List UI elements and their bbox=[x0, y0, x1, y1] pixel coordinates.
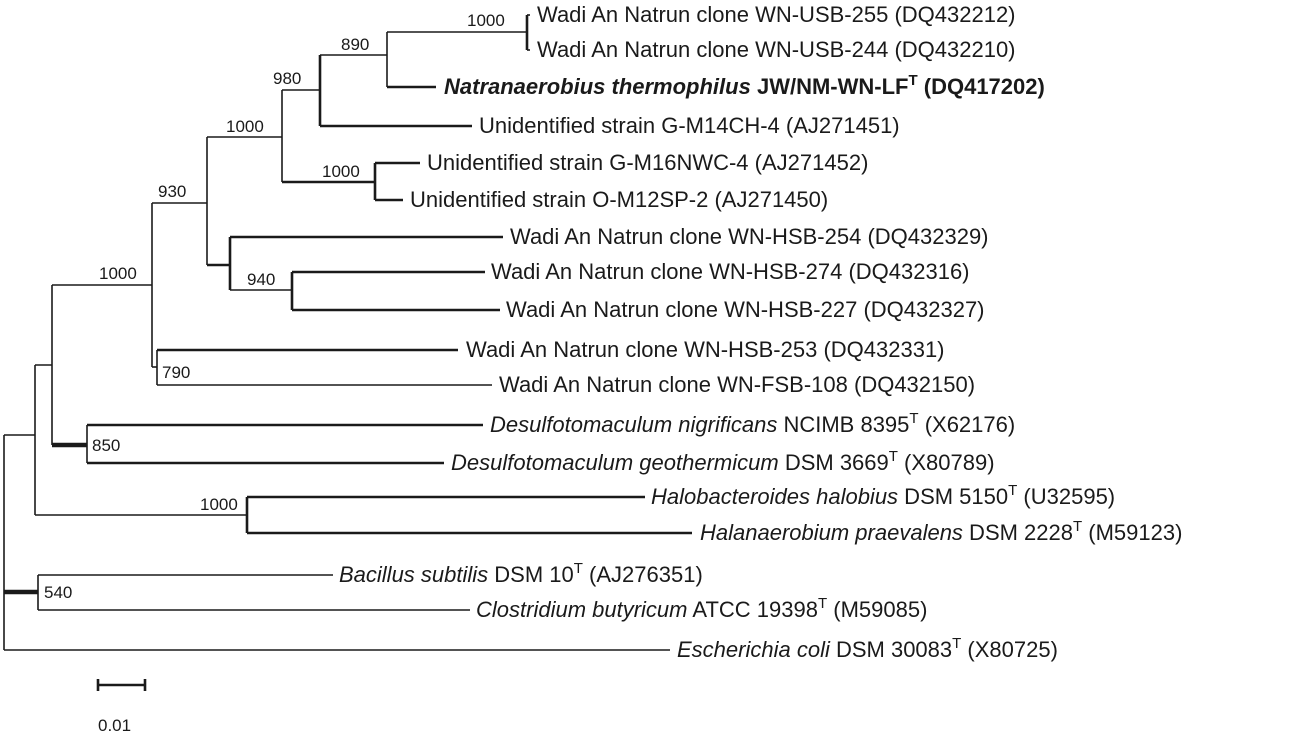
taxon-strain: DSM 2228 bbox=[963, 520, 1073, 545]
type-strain-mark: T bbox=[1008, 482, 1017, 499]
scale-bar: 0.01 bbox=[96, 679, 147, 735]
bootstrap-value: 540 bbox=[44, 583, 72, 602]
taxon-species-name: Halobacteroides halobius bbox=[651, 484, 898, 509]
taxon-label-natranaerobius: Natranaerobius thermophilus JW/NM-WN-LFT… bbox=[444, 72, 1045, 99]
taxon-label-wn-fsb-108: Wadi An Natrun clone WN-FSB-108 (DQ43215… bbox=[499, 372, 975, 397]
bootstrap-value: 850 bbox=[92, 436, 120, 455]
taxon-strain: ATCC 19398 bbox=[688, 597, 818, 622]
type-strain-mark: T bbox=[952, 635, 961, 652]
taxon-accession: (AJ271451) bbox=[780, 113, 900, 138]
taxon-label-wn-hsb-253: Wadi An Natrun clone WN-HSB-253 (DQ43233… bbox=[466, 337, 945, 362]
taxon-species-name: Desulfotomaculum geothermicum bbox=[451, 450, 779, 475]
taxon-label-desulfo-nigrificans: Desulfotomaculum nigrificans NCIMB 8395T… bbox=[490, 410, 1015, 437]
tree-branches bbox=[3, 14, 692, 651]
bootstrap-value: 930 bbox=[158, 182, 186, 201]
taxon-strain: DSM 10 bbox=[488, 562, 574, 587]
taxon-label-wn-usb-255: Wadi An Natrun clone WN-USB-255 (DQ43221… bbox=[537, 2, 1016, 27]
taxon-accession: (DQ432327) bbox=[857, 297, 984, 322]
taxon-accession: (U32595) bbox=[1017, 484, 1115, 509]
taxon-strain: DSM 5150 bbox=[898, 484, 1008, 509]
taxon-accession: (AJ271452) bbox=[749, 150, 869, 175]
taxon-accession: (X80789) bbox=[898, 450, 995, 475]
taxon-strain: Wadi An Natrun clone WN-USB-244 bbox=[537, 37, 888, 62]
taxon-accession: (DQ432210) bbox=[888, 37, 1015, 62]
taxon-label-g-m16nwc-4: Unidentified strain G-M16NWC-4 (AJ271452… bbox=[427, 150, 868, 175]
taxon-label-bacillus: Bacillus subtilis DSM 10T (AJ276351) bbox=[339, 560, 703, 587]
taxon-species-name: Halanaerobium praevalens bbox=[700, 520, 963, 545]
taxon-accession: (DQ432316) bbox=[842, 259, 969, 284]
taxon-accession: (M59123) bbox=[1082, 520, 1182, 545]
taxon-label-o-m12sp-2: Unidentified strain O-M12SP-2 (AJ271450) bbox=[410, 187, 828, 212]
taxon-strain: Wadi An Natrun clone WN-HSB-227 bbox=[506, 297, 857, 322]
taxon-strain: Wadi An Natrun clone WN-FSB-108 bbox=[499, 372, 848, 397]
taxon-strain: DSM 3669 bbox=[779, 450, 889, 475]
taxon-label-halobacteroides: Halobacteroides halobius DSM 5150T (U325… bbox=[651, 482, 1115, 509]
taxon-accession: (X62176) bbox=[919, 412, 1016, 437]
taxon-label-g-m14ch-4: Unidentified strain G-M14CH-4 (AJ271451) bbox=[479, 113, 900, 138]
taxon-species-name: Bacillus subtilis bbox=[339, 562, 488, 587]
taxon-strain: Unidentified strain G-M14CH-4 bbox=[479, 113, 780, 138]
taxon-strain: NCIMB 8395 bbox=[777, 412, 909, 437]
taxon-label-wn-hsb-274: Wadi An Natrun clone WN-HSB-274 (DQ43231… bbox=[491, 259, 970, 284]
bootstrap-value: 790 bbox=[162, 363, 190, 382]
bootstrap-value: 890 bbox=[341, 35, 369, 54]
taxon-species-name: Escherichia coli bbox=[677, 637, 831, 662]
taxon-strain: DSM 30083 bbox=[830, 637, 952, 662]
taxon-label-wn-usb-244: Wadi An Natrun clone WN-USB-244 (DQ43221… bbox=[537, 37, 1016, 62]
taxon-accession: (AJ271450) bbox=[708, 187, 828, 212]
type-strain-mark: T bbox=[1073, 518, 1082, 535]
taxon-label-ecoli: Escherichia coli DSM 30083T (X80725) bbox=[677, 635, 1058, 662]
taxon-label-desulfo-geothermicum: Desulfotomaculum geothermicum DSM 3669T … bbox=[451, 448, 995, 475]
bootstrap-value: 1000 bbox=[200, 495, 238, 514]
taxon-accession: (DQ432331) bbox=[817, 337, 944, 362]
bootstrap-value: 1000 bbox=[322, 162, 360, 181]
taxon-strain: Unidentified strain G-M16NWC-4 bbox=[427, 150, 749, 175]
bootstrap-value: 1000 bbox=[226, 117, 264, 136]
taxon-accession: (AJ276351) bbox=[583, 562, 703, 587]
taxon-label-halanaerobium: Halanaerobium praevalens DSM 2228T (M591… bbox=[700, 518, 1182, 545]
bootstrap-value: 1000 bbox=[467, 11, 505, 30]
taxon-accession: (DQ432150) bbox=[848, 372, 975, 397]
taxon-species-name: Natranaerobius thermophilus bbox=[444, 74, 751, 99]
taxon-species-name: Desulfotomaculum nigrificans bbox=[490, 412, 777, 437]
taxon-label-clostridium: Clostridium butyricum ATCC 19398T (M5908… bbox=[476, 595, 927, 622]
bootstrap-value: 1000 bbox=[99, 264, 137, 283]
taxon-accession: (DQ417202) bbox=[918, 74, 1045, 99]
type-strain-mark: T bbox=[818, 595, 827, 612]
type-strain-mark: T bbox=[889, 448, 898, 465]
taxon-strain: Wadi An Natrun clone WN-HSB-254 bbox=[510, 224, 861, 249]
taxon-strain: Wadi An Natrun clone WN-HSB-274 bbox=[491, 259, 842, 284]
taxon-strain: Wadi An Natrun clone WN-HSB-253 bbox=[466, 337, 817, 362]
type-strain-mark: T bbox=[908, 72, 917, 89]
scale-bar-label: 0.01 bbox=[98, 716, 131, 735]
taxon-accession: (DQ432212) bbox=[888, 2, 1015, 27]
taxon-species-name: Clostridium butyricum bbox=[476, 597, 688, 622]
taxon-labels: Wadi An Natrun clone WN-USB-255 (DQ43221… bbox=[339, 2, 1182, 662]
type-strain-mark: T bbox=[574, 560, 583, 577]
taxon-accession: (M59085) bbox=[827, 597, 927, 622]
taxon-accession: (DQ432329) bbox=[861, 224, 988, 249]
type-strain-mark: T bbox=[909, 410, 918, 427]
taxon-label-wn-hsb-227: Wadi An Natrun clone WN-HSB-227 (DQ43232… bbox=[506, 297, 985, 322]
taxon-accession: (X80725) bbox=[961, 637, 1058, 662]
taxon-label-wn-hsb-254: Wadi An Natrun clone WN-HSB-254 (DQ43232… bbox=[510, 224, 989, 249]
taxon-strain: Unidentified strain O-M12SP-2 bbox=[410, 187, 708, 212]
taxon-strain: Wadi An Natrun clone WN-USB-255 bbox=[537, 2, 888, 27]
bootstrap-value: 980 bbox=[273, 69, 301, 88]
taxon-strain: JW/NM-WN-LF bbox=[751, 74, 909, 99]
bootstrap-values: 1000 890 980 1000 1000 930 940 1000 790 … bbox=[44, 11, 505, 602]
bootstrap-value: 940 bbox=[247, 270, 275, 289]
